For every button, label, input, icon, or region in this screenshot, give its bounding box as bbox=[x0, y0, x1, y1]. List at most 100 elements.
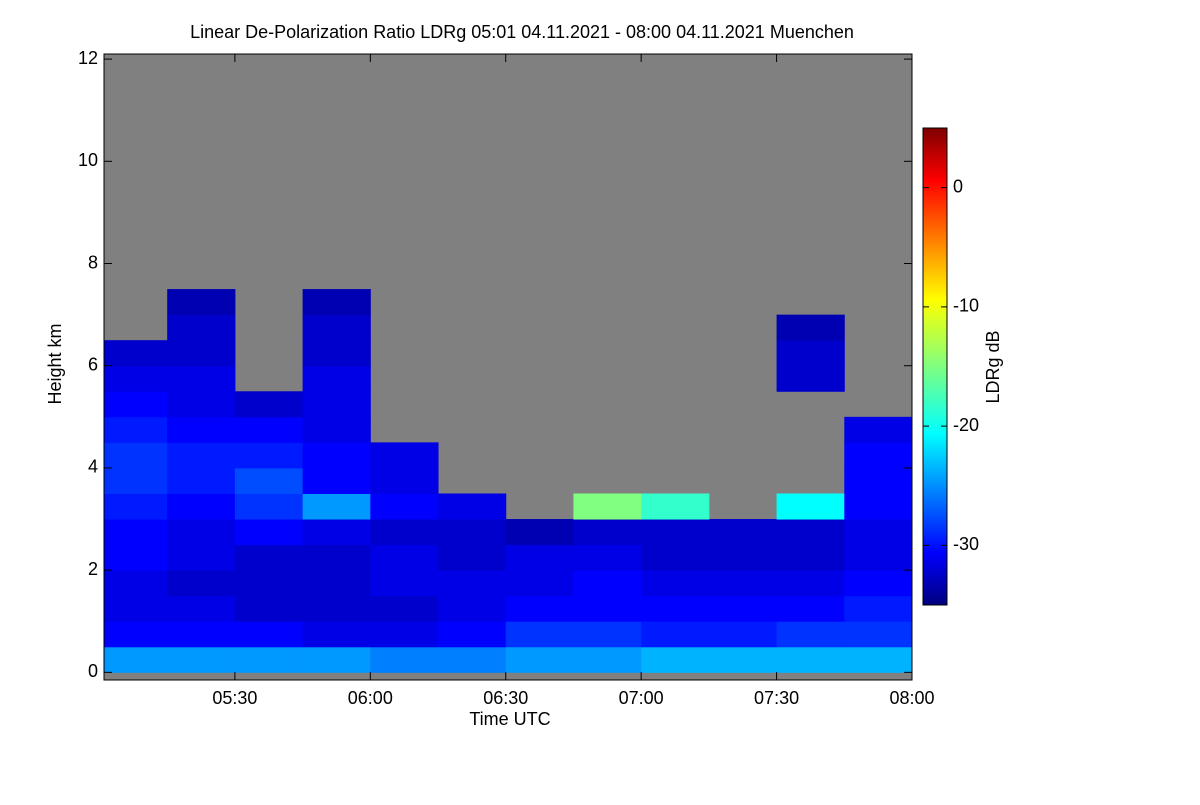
heat-cell bbox=[505, 595, 574, 622]
heat-cell bbox=[505, 544, 574, 571]
heat-cell bbox=[302, 519, 371, 546]
heat-cell bbox=[167, 595, 236, 622]
heat-cell bbox=[104, 621, 168, 648]
heat-cell bbox=[776, 340, 845, 367]
heat-cell bbox=[104, 416, 168, 443]
heat-cell bbox=[370, 519, 439, 546]
heat-cell bbox=[641, 595, 710, 622]
x-axis-label: Time UTC bbox=[469, 709, 550, 729]
heat-cell bbox=[104, 544, 168, 571]
y-tick-label: 6 bbox=[88, 354, 98, 374]
plot-frame bbox=[103, 53, 913, 681]
heat-cell bbox=[844, 467, 912, 494]
heat-cell bbox=[234, 519, 304, 546]
heat-cell bbox=[776, 365, 845, 392]
heat-cell bbox=[641, 519, 710, 546]
heat-cell bbox=[844, 519, 912, 546]
heat-cell bbox=[776, 570, 845, 597]
heat-cell bbox=[234, 621, 304, 648]
heat-cell bbox=[234, 416, 304, 443]
heat-cell bbox=[708, 646, 778, 673]
heat-cell bbox=[234, 570, 304, 597]
colorbar-tick-label: -20 bbox=[953, 415, 979, 435]
heat-cell bbox=[708, 544, 778, 571]
x-tick-label: 08:00 bbox=[889, 688, 934, 708]
heat-cell bbox=[167, 621, 236, 648]
heat-cell bbox=[234, 467, 304, 494]
heat-cell bbox=[776, 493, 845, 520]
x-tick-label: 07:30 bbox=[754, 688, 799, 708]
heat-cell bbox=[505, 570, 574, 597]
heat-cell bbox=[370, 646, 439, 673]
heat-cell bbox=[438, 519, 507, 546]
heat-cell bbox=[234, 391, 304, 418]
heat-cell bbox=[167, 416, 236, 443]
heat-cell bbox=[438, 544, 507, 571]
heat-cell bbox=[438, 621, 507, 648]
heat-cell bbox=[370, 544, 439, 571]
colorbar-tick-label: -30 bbox=[953, 534, 979, 554]
heat-cell bbox=[776, 519, 845, 546]
heat-cell bbox=[167, 467, 236, 494]
heat-cell bbox=[104, 391, 168, 418]
heat-cell bbox=[302, 442, 371, 469]
heat-cell bbox=[776, 544, 845, 571]
heat-cell bbox=[104, 442, 168, 469]
heat-cell bbox=[505, 646, 574, 673]
heat-cell bbox=[708, 621, 778, 648]
heat-cell bbox=[370, 621, 439, 648]
heat-cell bbox=[573, 621, 642, 648]
heat-cell bbox=[302, 544, 371, 571]
heat-cell bbox=[844, 646, 912, 673]
heat-cell bbox=[104, 570, 168, 597]
heat-cell bbox=[104, 340, 168, 367]
heat-cell bbox=[104, 467, 168, 494]
heat-cell bbox=[776, 314, 845, 341]
heat-cell bbox=[370, 442, 439, 469]
y-tick-label: 2 bbox=[88, 559, 98, 579]
heat-cell bbox=[776, 646, 845, 673]
y-tick-label: 12 bbox=[78, 48, 98, 68]
heat-cell bbox=[573, 493, 642, 520]
heat-cell bbox=[844, 442, 912, 469]
heat-cell bbox=[104, 365, 168, 392]
heat-cell bbox=[167, 365, 236, 392]
y-tick-label: 0 bbox=[88, 661, 98, 681]
heat-cell bbox=[167, 544, 236, 571]
heat-cell bbox=[302, 314, 371, 341]
heat-cell bbox=[302, 621, 371, 648]
heat-cell bbox=[234, 646, 304, 673]
heat-cell bbox=[302, 467, 371, 494]
heat-cell bbox=[438, 493, 507, 520]
heat-cell bbox=[302, 416, 371, 443]
heat-cell bbox=[844, 544, 912, 571]
heat-cell bbox=[302, 646, 371, 673]
heat-cell bbox=[302, 340, 371, 367]
y-tick-label: 8 bbox=[88, 252, 98, 272]
heat-cell bbox=[302, 365, 371, 392]
heat-cell bbox=[167, 340, 236, 367]
colorbar-label: LDRg dB bbox=[983, 330, 1003, 403]
colorbar bbox=[922, 127, 948, 606]
heat-cell bbox=[573, 544, 642, 571]
heat-cell bbox=[302, 595, 371, 622]
heat-cell bbox=[438, 595, 507, 622]
x-tick-label: 06:00 bbox=[348, 688, 393, 708]
x-tick-label: 06:30 bbox=[483, 688, 528, 708]
heat-cell bbox=[573, 595, 642, 622]
heat-cell bbox=[776, 621, 845, 648]
heat-cell bbox=[641, 493, 710, 520]
heat-cell bbox=[438, 570, 507, 597]
heat-cell bbox=[104, 595, 168, 622]
heat-cell bbox=[104, 646, 168, 673]
heat-cell bbox=[370, 493, 439, 520]
heat-cell bbox=[641, 570, 710, 597]
heat-cell bbox=[234, 442, 304, 469]
heat-cell bbox=[844, 621, 912, 648]
colorbar-tick-label: 0 bbox=[953, 176, 963, 196]
heat-cell bbox=[844, 595, 912, 622]
heat-cell bbox=[234, 493, 304, 520]
heat-cell bbox=[167, 646, 236, 673]
heat-cell bbox=[167, 289, 236, 316]
